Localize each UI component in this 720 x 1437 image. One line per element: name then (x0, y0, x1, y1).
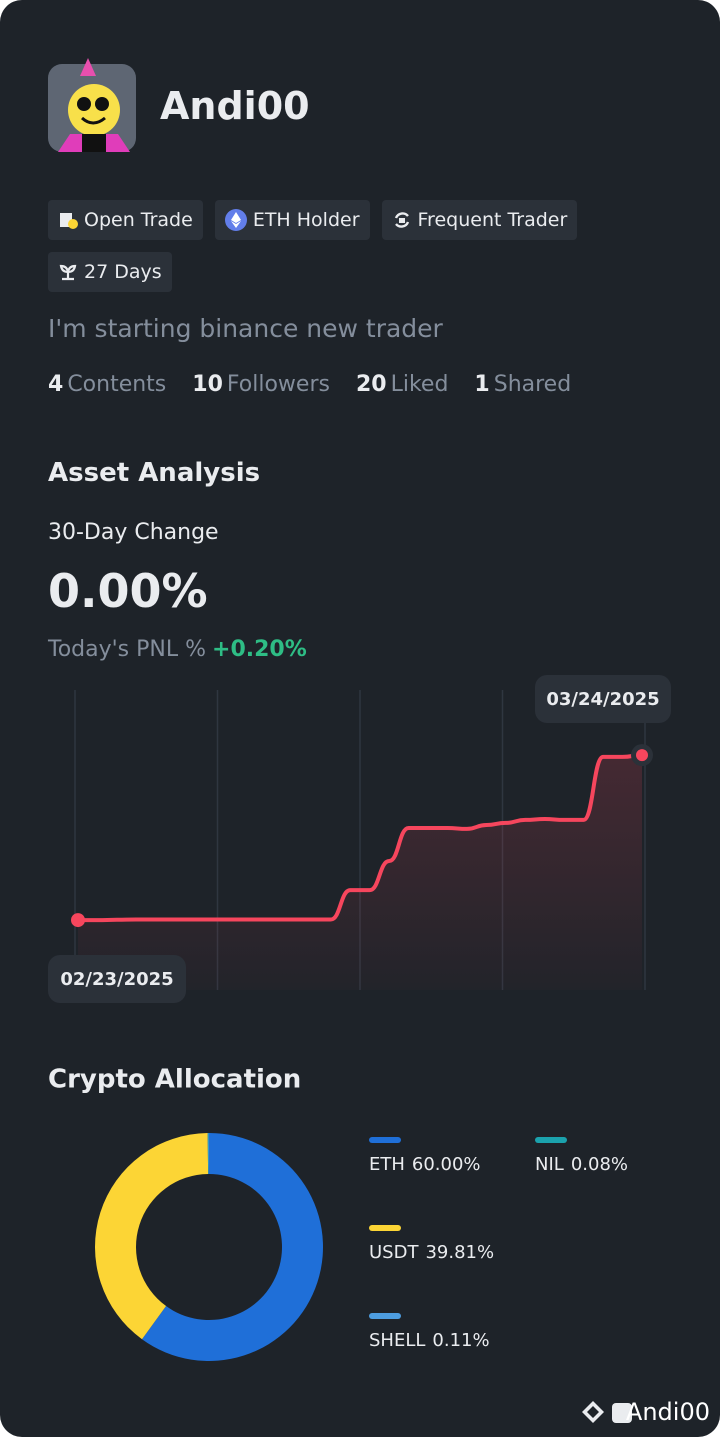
legend-value: 60.00% (412, 1154, 481, 1175)
legend-name: NIL (535, 1154, 564, 1175)
legend-name: ETH (369, 1154, 405, 1175)
legend-label: ETH 60.00% (369, 1154, 481, 1175)
stat-label: Followers (226, 372, 330, 397)
legend-swatch (369, 1225, 401, 1231)
badge-icon (60, 213, 78, 229)
badge-icon (394, 212, 409, 228)
badge-icon (224, 209, 247, 231)
badge[interactable]: Open Trade (48, 200, 203, 240)
badge-label: 27 Days (84, 261, 162, 283)
badge-label: ETH Holder (252, 209, 360, 231)
stat-value: 10 (192, 372, 223, 397)
tooltip (535, 675, 671, 723)
donut-slice (207, 1133, 209, 1175)
stat-value: 4 (48, 372, 64, 397)
stat-label: Shared (493, 372, 572, 397)
point (71, 913, 85, 928)
legend-value: 39.81% (425, 1242, 494, 1263)
legend-value: 0.08% (571, 1154, 628, 1175)
legend-swatch (369, 1137, 401, 1143)
legend-label: SHELL 0.11% (369, 1330, 490, 1351)
stat-label: Liked (390, 372, 449, 397)
line (78, 753, 643, 923)
stats: 4 Contents 10 Followers 20 Liked 1 Shared (48, 372, 571, 397)
legend-label: USDT 39.81% (369, 1242, 494, 1263)
badges: Open Trade ETH Holder Frequent Trader 27… (48, 200, 648, 292)
bio: I'm starting binance new trader (48, 314, 443, 343)
date-label: 03/24/2025 (546, 689, 659, 710)
stat[interactable]: 20 Liked (356, 372, 448, 397)
date-label: 02/23/2025 (60, 969, 173, 990)
watermark: Andi00 (626, 1398, 710, 1426)
tooltip (48, 955, 186, 1003)
change-value: 0.00% (48, 564, 208, 618)
badge-label: Open Trade (84, 209, 193, 231)
stat-value: 1 (474, 372, 490, 397)
stat[interactable]: 10 Followers (192, 372, 330, 397)
section-title: Asset Analysis (48, 458, 261, 488)
badge-icon (59, 264, 77, 281)
legend-swatch (535, 1137, 567, 1143)
legend-name: USDT (369, 1242, 419, 1263)
section-title: Crypto Allocation (48, 1065, 301, 1095)
badge[interactable]: 27 Days (48, 252, 172, 292)
logo (582, 1401, 632, 1423)
pnl: Today's PNL % +0.20% (48, 637, 307, 662)
donut-slice (95, 1133, 209, 1340)
legend-label: NIL 0.08% (535, 1154, 628, 1175)
pnl-value: +0.20% (212, 637, 307, 662)
stat[interactable]: 4 Contents (48, 372, 166, 397)
stat-label: Contents (67, 372, 167, 397)
point (636, 749, 648, 762)
stat[interactable]: 1 Shared (474, 372, 571, 397)
badge-label: Frequent Trader (417, 209, 568, 231)
donut-slice (208, 1133, 209, 1175)
donut-slice (141, 1133, 324, 1362)
user-name: Andi00 (160, 84, 310, 128)
badge[interactable]: Frequent Trader (381, 200, 578, 240)
legend-value: 0.11% (432, 1330, 489, 1351)
area (78, 755, 642, 990)
badge[interactable]: ETH Holder (214, 200, 370, 240)
stat-value: 20 (355, 372, 387, 397)
legend-swatch (369, 1313, 401, 1319)
avatar (48, 58, 136, 152)
pnl-label: Today's PNL % (48, 637, 207, 662)
change-label: 30-Day Change (48, 520, 219, 545)
legend-name: SHELL (369, 1330, 425, 1351)
